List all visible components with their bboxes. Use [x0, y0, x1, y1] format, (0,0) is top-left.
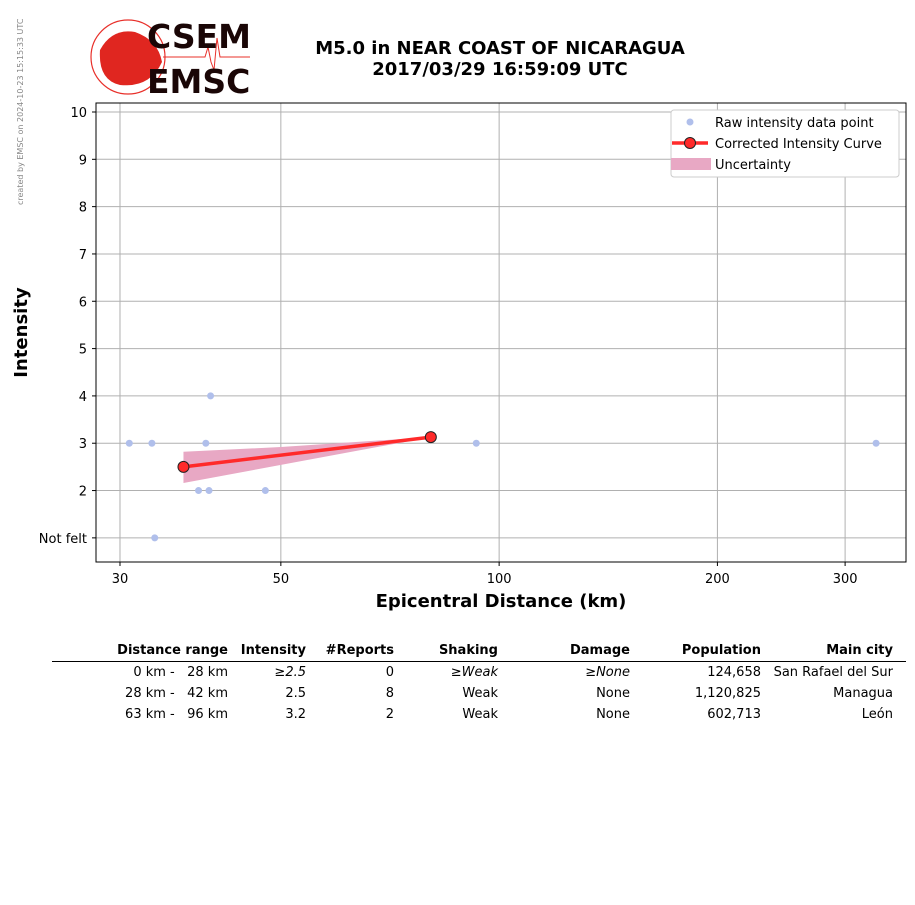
x-tick-label: 50 — [273, 572, 290, 587]
table-cell: 2.5 — [285, 686, 306, 701]
raw-data-point — [207, 392, 215, 400]
y-tick-label: 2 — [79, 485, 87, 500]
raw-data-point — [872, 439, 880, 447]
plot-frame — [95, 102, 907, 563]
legend-band-swatch — [671, 158, 711, 170]
table-cell: 8 — [385, 686, 394, 701]
y-tick-label: 8 — [79, 201, 87, 216]
curve-point — [177, 460, 190, 473]
table-cell: León — [861, 707, 893, 722]
table-cell: Weak — [462, 707, 498, 722]
legend-label: Raw intensity data point — [715, 116, 874, 131]
raw-data-point — [151, 534, 159, 542]
raw-data-point — [202, 439, 210, 447]
y-tick-label: Not felt — [39, 532, 87, 547]
table-cell: None — [596, 686, 630, 701]
x-tick-label: 200 — [705, 572, 730, 587]
y-axis-label: Intensity — [11, 287, 32, 378]
x-axis-label: Epicentral Distance (km) — [376, 591, 627, 612]
title-line1: M5.0 in NEAR COAST OF NICARAGUA — [315, 38, 685, 59]
y-tick-label: 10 — [70, 106, 87, 121]
table-cell: 63 km - 96 km — [125, 707, 228, 722]
x-tick-label: 30 — [112, 572, 129, 587]
raw-data-point — [125, 439, 133, 447]
table-cell: 28 km - 42 km — [125, 686, 228, 701]
raw-data-point — [261, 487, 269, 495]
column-header: Population — [630, 640, 761, 662]
y-tick-label: 7 — [79, 248, 87, 263]
y-tick-label: 9 — [79, 153, 87, 168]
table-cell: 602,713 — [707, 707, 761, 722]
column-header: #Reports — [306, 640, 394, 662]
column-header: Main city — [761, 640, 906, 662]
curve-point — [424, 431, 437, 444]
intensity-table: Distance range Intensity #Reports Shaking Da… — [52, 640, 906, 725]
table-cell: Managua — [833, 686, 893, 701]
table-cell: None — [596, 707, 630, 722]
table-cell: ≥None — [585, 665, 630, 680]
table-row: 63 km - 96 km 3.2 2 Weak None 602,713 León — [52, 704, 906, 725]
emsc-logo: CSEM EMSC — [90, 17, 251, 101]
column-header: Shaking — [394, 640, 498, 662]
table-cell: 0 km - 28 km — [133, 665, 228, 680]
legend-box — [670, 109, 900, 178]
legend-label: Uncertainty — [715, 158, 791, 173]
x-tick-label: 300 — [833, 572, 858, 587]
table-cell: 124,658 — [707, 665, 761, 680]
y-tick-label: 3 — [79, 437, 87, 452]
table-cell: San Rafael del Sur — [773, 665, 893, 680]
y-tick-label: 4 — [79, 390, 87, 405]
table-cell: 1,120,825 — [694, 686, 761, 701]
table-cell: 3.2 — [285, 707, 306, 722]
table-cell: 2 — [385, 707, 394, 722]
table-cell: Weak — [462, 686, 498, 701]
svg-text:EMSC: EMSC — [147, 62, 250, 101]
raw-data-point — [205, 487, 213, 495]
column-header: Intensity — [228, 640, 306, 662]
chart: CSEM EMSC 30 50 100 200 300 Not felt 2 3 4 5 6 7 8 9 1… — [11, 17, 907, 612]
uncertainty-band — [183, 437, 431, 483]
raw-data-point — [148, 439, 156, 447]
y-tick-label: 6 — [79, 295, 87, 310]
corrected-intensity-curve — [183, 435, 432, 469]
page-title: M5.0 in NEAR COAST OF NICARAGUA 2017/03/… — [250, 38, 750, 80]
table-row: 0 km - 28 km ≥2.5 0 ≥Weak ≥None 124,658 San Ra… — [52, 662, 906, 684]
legend-curve-marker — [684, 137, 696, 149]
x-tick-label: 100 — [487, 572, 512, 587]
table-cell: ≥Weak — [450, 665, 498, 680]
column-header: Damage — [498, 640, 630, 662]
title-line2: 2017/03/29 16:59:09 UTC — [372, 59, 628, 80]
column-header: Distance range — [52, 640, 228, 662]
table-row: 28 km - 42 km 2.5 8 Weak None 1,120,825 Managu… — [52, 683, 906, 704]
legend-label: Corrected Intensity Curve — [715, 137, 882, 152]
y-tick-label: 5 — [79, 343, 87, 358]
raw-data-point — [195, 487, 203, 495]
table-cell: 0 — [385, 665, 394, 680]
table-cell: ≥2.5 — [274, 665, 306, 680]
svg-text:CSEM: CSEM — [147, 17, 251, 56]
legend-raw-marker — [686, 118, 694, 126]
raw-data-point — [472, 439, 480, 447]
